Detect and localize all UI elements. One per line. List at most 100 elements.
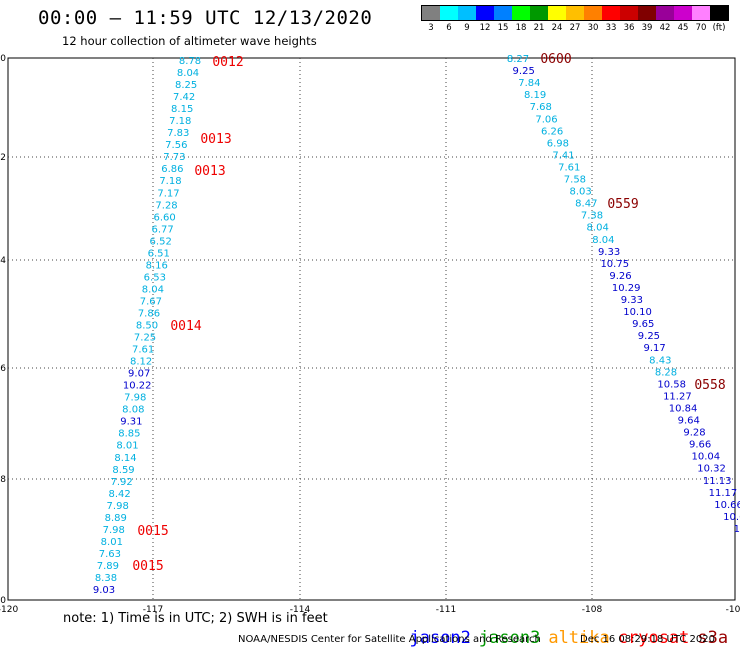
swh-value-label: 8.04 bbox=[177, 68, 199, 79]
colorbar-swatch bbox=[674, 6, 692, 20]
lon-tick-label: -10 bbox=[726, 605, 740, 615]
swh-value-label: 10.84 bbox=[669, 403, 698, 414]
legend-jason3: jason3 bbox=[478, 628, 541, 648]
swh-value-label: 8.27 bbox=[507, 54, 529, 65]
colorbar-label: 15 bbox=[497, 23, 509, 33]
satellite-legend: jason2 jason3 altika cryosat s3a bbox=[389, 608, 736, 648]
swh-value-label: 8.50 bbox=[136, 321, 158, 332]
time-label: 0600 bbox=[540, 52, 571, 67]
colorbar-swatch bbox=[620, 6, 638, 20]
swh-value-label: 10 bbox=[734, 524, 740, 535]
time-label: 0015 bbox=[137, 524, 168, 539]
generated-timestamp: Dec 16 08:29:18 UTC 2020 bbox=[580, 634, 715, 645]
lon-tick-label: -114 bbox=[290, 605, 311, 615]
time-label: 0559 bbox=[607, 197, 638, 212]
swh-value-label: 7.98 bbox=[107, 501, 129, 512]
swh-value-label: 7.18 bbox=[169, 116, 191, 127]
swh-value-label: 10.58 bbox=[657, 379, 686, 390]
swh-value-label: 6.77 bbox=[152, 224, 174, 235]
legend-jason2: jason2 bbox=[409, 628, 471, 648]
swh-value-label: 8.28 bbox=[655, 367, 677, 378]
swh-value-label: 8.12 bbox=[130, 357, 152, 368]
swh-value-label: 7.58 bbox=[564, 175, 586, 186]
swh-value-label: 9.07 bbox=[128, 369, 150, 380]
swh-value-label: 8.59 bbox=[112, 465, 134, 476]
swh-value-label: 7.92 bbox=[110, 477, 132, 488]
swh-value-label: 7.73 bbox=[163, 152, 185, 163]
swh-value-label: 8.04 bbox=[142, 284, 164, 295]
swh-value-label: 8.78 bbox=[179, 56, 201, 67]
swh-value-label: 8.43 bbox=[649, 355, 671, 366]
swh-value-label: 7.17 bbox=[157, 188, 179, 199]
swh-value-label: 8.01 bbox=[101, 537, 123, 548]
swh-value-label: 7.61 bbox=[558, 162, 580, 173]
swh-value-label: 8.25 bbox=[175, 80, 197, 91]
swh-value-label: 7.38 bbox=[581, 211, 603, 222]
swh-value-label: 8.08 bbox=[122, 405, 144, 416]
swh-value-label: 8.38 bbox=[95, 573, 117, 584]
map-frame bbox=[7, 57, 736, 601]
colorbar-swatch bbox=[512, 6, 530, 20]
time-label: 0015 bbox=[132, 559, 163, 574]
colorbar-swatch bbox=[440, 6, 458, 20]
colorbar-label: 3 bbox=[428, 23, 434, 33]
colorbar-label: 9 bbox=[464, 23, 470, 33]
swh-value-label: 8.85 bbox=[118, 429, 140, 440]
colorbar-label: 39 bbox=[641, 23, 653, 33]
swh-value-label: 8.15 bbox=[171, 104, 193, 115]
swh-value-label: 9.66 bbox=[689, 440, 711, 451]
colorbar-swatch bbox=[476, 6, 494, 20]
swh-value-label: 8.04 bbox=[587, 223, 609, 234]
swh-value-label: 7.56 bbox=[165, 140, 187, 151]
colorbar-label: 24 bbox=[551, 23, 563, 33]
swh-value-label: 7.84 bbox=[518, 78, 540, 89]
colorbar-swatch bbox=[638, 6, 656, 20]
colorbar-label: 21 bbox=[533, 23, 545, 33]
swh-value-label: 7.98 bbox=[124, 393, 146, 404]
lon-tick-label: -120 bbox=[0, 605, 18, 615]
swh-value-label: 6.60 bbox=[153, 212, 175, 223]
legend-altika: altika bbox=[548, 628, 610, 648]
swh-value-label: 11.17 bbox=[709, 488, 738, 499]
lon-tick-label: -108 bbox=[582, 605, 603, 615]
colorbar-label: 42 bbox=[659, 23, 671, 33]
swh-value-label: 8.19 bbox=[524, 90, 546, 101]
swh-value-label: 7.28 bbox=[155, 200, 177, 211]
swh-value-label: 10.75 bbox=[600, 259, 629, 270]
swh-value-label: 11.13 bbox=[703, 476, 732, 487]
swh-value-label: 7.18 bbox=[159, 176, 181, 187]
lat-tick-label: -50 bbox=[0, 54, 6, 64]
colorbar-label: 30 bbox=[587, 23, 599, 33]
swh-value-label: 7.68 bbox=[530, 102, 552, 113]
swh-value-label: 8.14 bbox=[114, 453, 136, 464]
swh-value-label: 7.25 bbox=[134, 333, 156, 344]
swh-value-label: 6.98 bbox=[547, 138, 569, 149]
swh-value-label: 6.26 bbox=[541, 126, 563, 137]
legend-s3a: s3a bbox=[697, 628, 729, 648]
swh-value-label: 9.31 bbox=[120, 417, 142, 428]
swh-value-label: 10.29 bbox=[612, 283, 641, 294]
colorbar-label: 6 bbox=[446, 23, 452, 33]
swh-value-label: 9.33 bbox=[621, 295, 643, 306]
swh-value-label: 9.28 bbox=[683, 428, 705, 439]
swh-value-label: 7.42 bbox=[173, 92, 195, 103]
colorbar-swatch bbox=[584, 6, 602, 20]
colorbar-swatch bbox=[494, 6, 512, 20]
colorbar-label: 27 bbox=[569, 23, 581, 33]
swh-value-label: 11.27 bbox=[663, 391, 692, 402]
lat-tick-label: -58 bbox=[0, 475, 6, 485]
colorbar-swatch bbox=[710, 6, 728, 20]
colorbar-swatch bbox=[602, 6, 620, 20]
swh-value-label: 10.32 bbox=[697, 464, 726, 475]
credit-line: NOAA/NESDIS Center for Satellite Applica… bbox=[238, 634, 541, 645]
swh-value-label: 6.51 bbox=[148, 248, 170, 259]
swh-value-label: 7.06 bbox=[535, 114, 557, 125]
swh-value-label: 7.86 bbox=[138, 308, 160, 319]
swh-value-label: 7.83 bbox=[167, 128, 189, 139]
lat-tick-label: -54 bbox=[0, 256, 6, 266]
units-note: note: 1) Time is in UTC; 2) SWH is in fe… bbox=[63, 611, 328, 626]
lat-tick-label: -52 bbox=[0, 153, 6, 163]
swh-value-label: 8.03 bbox=[569, 187, 591, 198]
swh-value-label: 9.65 bbox=[632, 319, 654, 330]
